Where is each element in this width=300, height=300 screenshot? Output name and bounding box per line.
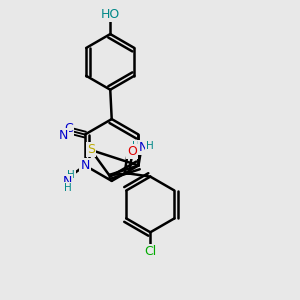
Text: N: N [58,129,68,142]
Text: H: H [146,141,154,151]
Text: C: C [64,122,73,135]
Text: H: H [67,170,75,180]
Text: H: H [64,183,71,193]
Text: S: S [87,143,95,157]
Text: H: H [132,141,140,151]
Text: O: O [127,145,137,158]
Text: N: N [63,175,72,188]
Text: Cl: Cl [144,245,156,258]
Text: HO: HO [100,8,120,20]
Text: N: N [139,141,148,154]
Text: N: N [80,159,90,172]
